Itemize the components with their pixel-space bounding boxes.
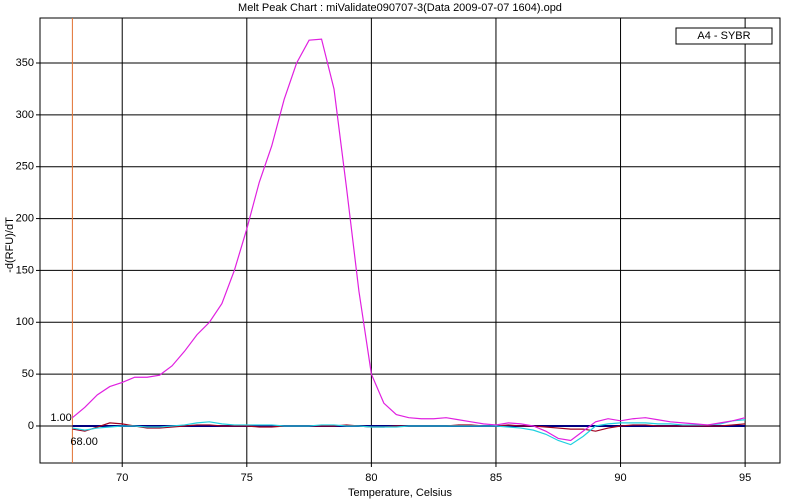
y-tick-label: 250: [16, 161, 34, 173]
series-line: [72, 38, 746, 442]
y-tick-label: 350: [16, 57, 34, 69]
y-tick-label: 300: [16, 109, 34, 121]
cursor-x-label: 68.00: [70, 436, 98, 448]
x-tick-label: 80: [365, 472, 377, 484]
legend-label: A4 - SYBR: [697, 30, 750, 42]
series-line: [72, 422, 746, 432]
legend-box: [675, 27, 773, 45]
series-line: [72, 419, 746, 446]
y-tick-label: 0: [28, 420, 34, 432]
x-tick-label: 95: [739, 472, 751, 484]
x-tick-label: 70: [116, 472, 128, 484]
chart-title: Melt Peak Chart : miValidate090707-3(Dat…: [238, 2, 562, 14]
cursor-y-label: 1.00: [50, 412, 71, 424]
y-tick-label: 200: [16, 212, 34, 224]
y-tick-label: 100: [16, 316, 34, 328]
x-tick-label: 85: [490, 472, 502, 484]
x-tick-label: 75: [241, 472, 253, 484]
y-tick-label: 50: [22, 368, 34, 380]
x-axis-label: Temperature, Celsius: [348, 487, 452, 499]
y-axis-label: -d(RFU)/dT: [4, 217, 16, 273]
y-tick-label: 150: [16, 264, 34, 276]
plot-frame: [39, 17, 781, 464]
x-tick-label: 90: [614, 472, 626, 484]
